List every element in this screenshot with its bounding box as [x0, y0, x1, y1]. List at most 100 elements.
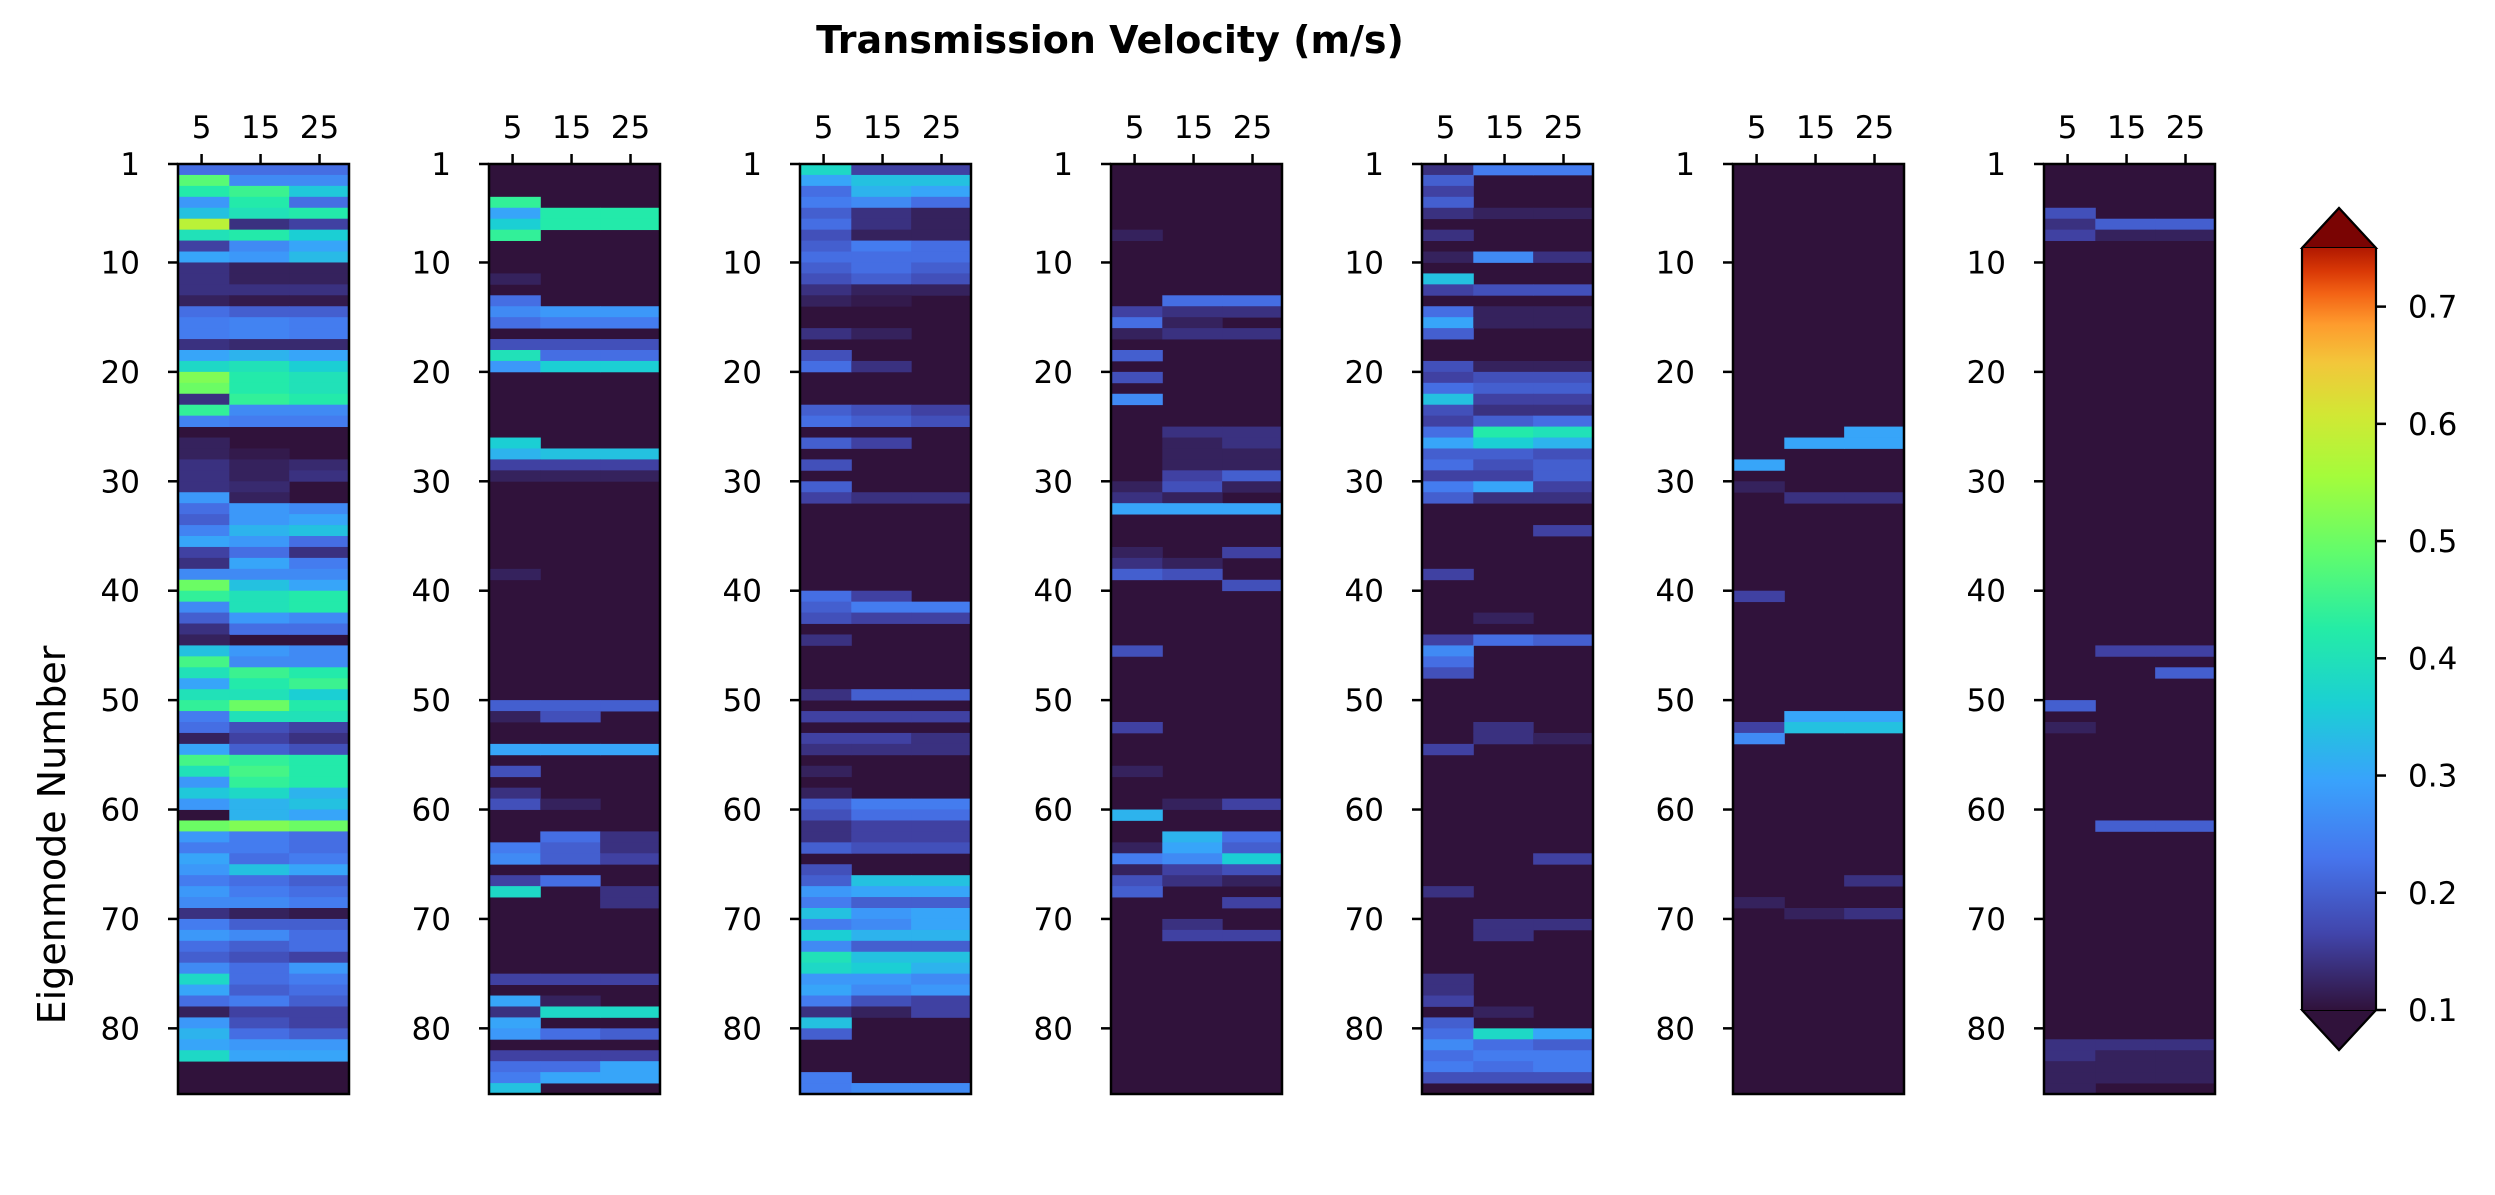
heatmap-cell [229, 481, 290, 493]
heatmap-cell [178, 973, 230, 985]
heatmap-cell [1222, 546, 1283, 559]
heatmap-cell [229, 218, 290, 231]
heatmap-cell [851, 973, 912, 985]
heatmap-cell [229, 853, 290, 865]
y-tick-label: 50 [412, 683, 451, 719]
heatmap-cell [2044, 1083, 2096, 1095]
heatmap-cell [178, 536, 230, 548]
y-tick-label: 50 [723, 683, 762, 719]
heatmap-cell [1162, 568, 1223, 581]
heatmap-cell [1533, 634, 1594, 646]
heatmap-cell [1533, 481, 1594, 493]
heatmap-cell [1422, 229, 1474, 241]
heatmap-cell [911, 743, 972, 756]
y-tick-label: 20 [101, 355, 140, 391]
heatmap-cell [1422, 1028, 1474, 1040]
heatmap-cell [2155, 1050, 2216, 1062]
heatmap-cell [289, 700, 350, 712]
heatmap-cell [178, 350, 230, 362]
heatmap-cell [2044, 700, 2096, 712]
heatmap-cell [1733, 722, 1785, 734]
y-tick-label: 20 [1034, 355, 1073, 391]
heatmap-cell [1473, 1061, 1534, 1073]
heatmap-cell [1422, 973, 1474, 985]
x-tick-label: 25 [300, 110, 339, 146]
heatmap-cell [851, 798, 912, 810]
y-tick-label: 30 [101, 464, 140, 500]
heatmap-cell [800, 1006, 852, 1018]
heatmap-cell [1162, 470, 1223, 482]
heatmap-cell [851, 995, 912, 1007]
heatmap-cell [178, 218, 230, 231]
heatmap-cell [1111, 875, 1163, 887]
heatmap-cell [1422, 1061, 1474, 1073]
heatmap-cell [2155, 1039, 2216, 1051]
heatmap-cell [1473, 612, 1534, 624]
heatmap-cell [229, 350, 290, 362]
heatmap-cell [178, 262, 230, 274]
y-tick-label: 20 [412, 355, 451, 391]
heatmap-cell [1111, 864, 1163, 876]
heatmap-cell [800, 787, 852, 799]
y-tick-label: 1 [1364, 147, 1384, 183]
heatmap-cell [489, 339, 541, 351]
heatmap-cell [540, 1006, 601, 1018]
heatmap-cell [229, 656, 290, 668]
heatmap-cell [289, 196, 350, 209]
heatmap-cell [1422, 437, 1474, 449]
heatmap-cell [1473, 317, 1534, 329]
heatmap-cell [1422, 667, 1474, 679]
heatmap-cell [229, 951, 290, 964]
heatmap-cell [1473, 634, 1534, 646]
heatmap-cell [540, 798, 601, 810]
x-tick-label: 5 [192, 110, 212, 146]
heatmap-cell [178, 229, 230, 241]
heatmap-cell [1473, 306, 1534, 318]
heatmap-cell [540, 743, 601, 756]
heatmap-cell [1533, 415, 1594, 427]
panel-frame [798, 162, 973, 1096]
heatmap-cell [178, 339, 230, 351]
heatmap-cell [289, 623, 350, 635]
heatmap-cell [1473, 481, 1534, 493]
heatmap-cell [800, 284, 852, 296]
heatmap-cell [911, 207, 972, 220]
heatmap-cell [1473, 251, 1534, 263]
heatmap-cell [911, 711, 972, 723]
heatmap-cell [178, 853, 230, 865]
heatmap-cell [289, 174, 350, 187]
panel-background [1422, 164, 1593, 1094]
heatmap-cell [540, 1050, 601, 1062]
heatmap-cell [851, 404, 912, 417]
heatmap-cell [289, 393, 350, 406]
heatmap-cell [229, 240, 290, 252]
heatmap-cell [229, 886, 290, 898]
heatmap-cell [600, 853, 661, 865]
heatmap-cell [229, 415, 290, 427]
heatmap-cell [800, 492, 852, 504]
heatmap-cell [1222, 853, 1283, 865]
heatmap-cell [289, 601, 350, 613]
heatmap-cell [229, 448, 290, 460]
heatmap-cell [851, 218, 912, 231]
heatmap-cell [600, 831, 661, 843]
y-tick-label: 60 [412, 793, 451, 829]
heatmap-cell [1844, 722, 1905, 734]
heatmap-cell [178, 908, 230, 920]
heatmap-cell [489, 448, 541, 460]
heatmap-cell [1422, 1039, 1474, 1051]
heatmap-cell [289, 831, 350, 843]
y-tick-label: 70 [723, 902, 762, 938]
heatmap-cell [1162, 557, 1223, 570]
heatmap-cell [1222, 842, 1283, 854]
heatmap-cell [1422, 284, 1474, 296]
heatmap-cell [178, 897, 230, 909]
heatmap-cell [1533, 525, 1594, 537]
heatmap-cell [229, 1017, 290, 1029]
heatmap-cell [1533, 492, 1594, 504]
heatmap-cell [800, 262, 852, 274]
heatmap-cell [229, 207, 290, 220]
heatmap-cell [1784, 711, 1845, 723]
heatmap-cell [540, 317, 601, 329]
